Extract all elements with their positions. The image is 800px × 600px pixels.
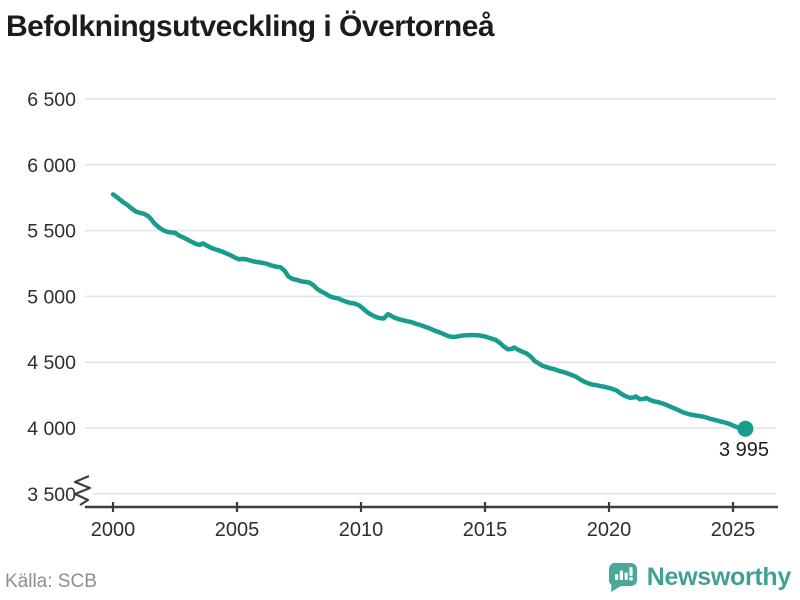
- x-tick-label: 2015: [463, 519, 508, 541]
- axis-break-icon: [73, 474, 92, 506]
- y-tick-label: 3 500: [27, 484, 76, 506]
- page-title: Befolkningsutveckling i Övertorneå: [6, 10, 495, 43]
- newsworthy-wordmark: Newsworthy: [646, 562, 792, 591]
- y-tick-label: 4 500: [27, 352, 76, 374]
- x-tick-label: 2005: [215, 519, 260, 541]
- x-axis-ticks: [111, 502, 735, 512]
- x-tick-label: 2000: [91, 519, 136, 541]
- x-tick-label: 2025: [711, 519, 756, 541]
- y-tick-label: 4 000: [27, 418, 76, 440]
- last-value-annotation: 3 995: [719, 439, 769, 461]
- x-tick-label: 2010: [339, 519, 384, 541]
- population-series-line: [110, 192, 748, 432]
- newsworthy-logo-icon: [608, 562, 637, 592]
- x-tick-label: 2020: [587, 519, 632, 541]
- y-tick-label: 6 500: [27, 89, 76, 111]
- source-text: Källa: SCB: [5, 571, 97, 592]
- y-tick-label: 5 500: [27, 221, 76, 243]
- gridlines: [85, 98, 776, 495]
- y-axis-labels: 6 500 6 000 5 500 5 000 4 500 4 000 3 500: [27, 89, 76, 506]
- y-tick-label: 6 000: [27, 155, 76, 177]
- newsworthy-branding[interactable]: Newsworthy: [607, 561, 791, 593]
- series-end-point: [737, 420, 754, 437]
- x-axis-labels: 2000 2005 2010 2015 2020 2025: [91, 519, 756, 541]
- y-tick-label: 5 000: [27, 286, 76, 308]
